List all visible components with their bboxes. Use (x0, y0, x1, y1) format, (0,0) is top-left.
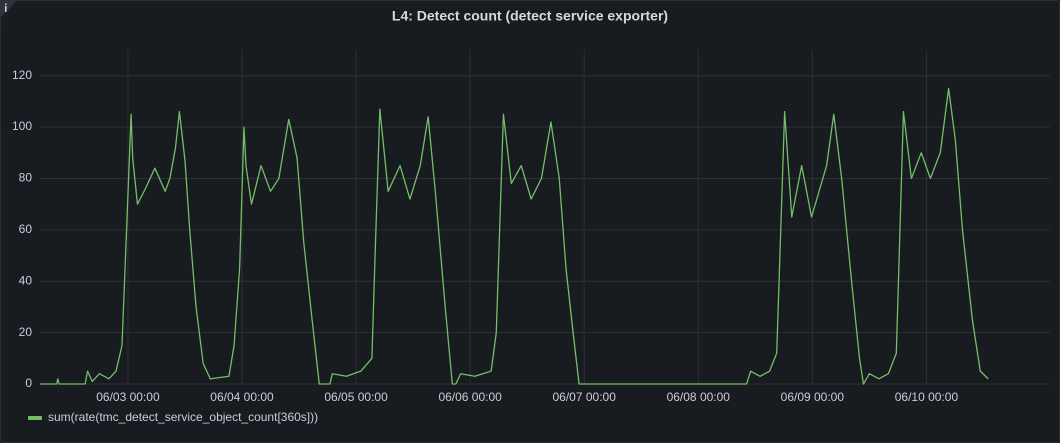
legend-swatch (28, 416, 42, 420)
x-tick-label: 06/09 00:00 (781, 390, 845, 404)
legend[interactable]: sum(rate(tmc_detect_service_object_count… (28, 410, 318, 424)
grid: 0 20 40 60 80 100 120 06/03 00:00 06/04 00:00 06/… (12, 50, 1050, 404)
y-tick-label: 100 (12, 119, 32, 133)
y-tick-label: 40 (19, 273, 33, 287)
x-tick-label: 06/07 00:00 (553, 390, 617, 404)
panel-title: L4: Detect count (detect service exporte… (392, 8, 668, 24)
x-tick-label: 06/06 00:00 (438, 390, 502, 404)
x-tick-label: 06/10 00:00 (895, 390, 959, 404)
x-tick-label: 06/04 00:00 (210, 390, 274, 404)
y-tick-label: 80 (19, 171, 33, 185)
x-tick-label: 06/03 00:00 (96, 390, 160, 404)
series-line (40, 87, 989, 385)
plot (40, 87, 989, 385)
y-tick-label: 60 (19, 222, 33, 236)
legend-label: sum(rate(tmc_detect_service_object_count… (48, 410, 318, 424)
info-corner[interactable] (0, 0, 18, 18)
x-tick-label: 06/08 00:00 (667, 390, 731, 404)
y-tick-label: 20 (19, 325, 33, 339)
y-tick-label: 0 (25, 376, 32, 390)
x-tick-label: 06/05 00:00 (324, 390, 388, 404)
info-icon-dot (5, 3, 7, 6)
y-tick-label: 120 (12, 68, 32, 82)
info-icon (5, 6, 7, 12)
